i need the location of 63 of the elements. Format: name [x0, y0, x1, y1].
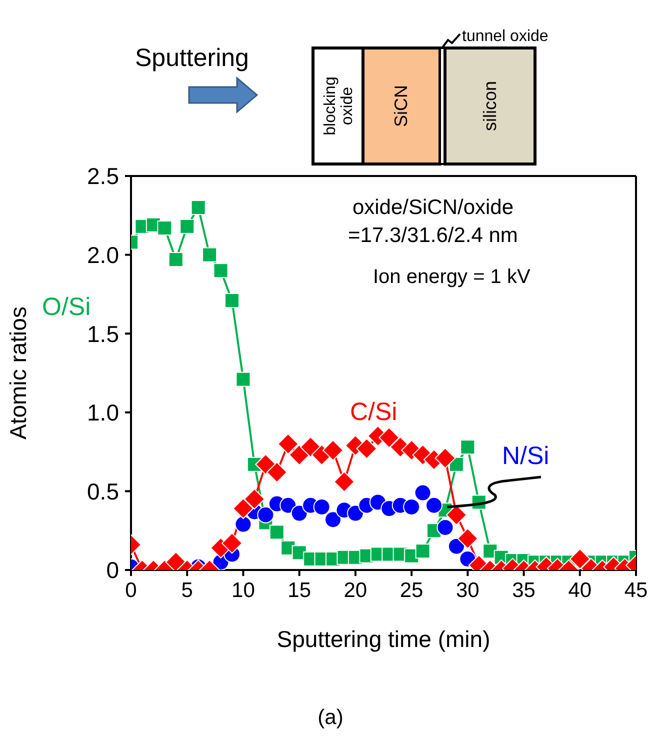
x-tick-label: 15 [288, 578, 312, 602]
point [322, 440, 344, 461]
y-tick-label: 0.5 [87, 478, 119, 504]
text: Sputtering [135, 44, 249, 73]
point [244, 488, 265, 510]
point [234, 516, 252, 533]
point [266, 462, 288, 483]
point [232, 498, 254, 520]
text: (a) [316, 706, 344, 730]
point [426, 496, 442, 514]
point [180, 218, 195, 234]
y-tick-label: 1.5 [87, 320, 119, 347]
x-tick-label: 40 [568, 578, 592, 602]
point [202, 247, 218, 262]
x-tick-label: 20 [344, 578, 368, 602]
point [356, 438, 378, 460]
point [324, 511, 342, 528]
point [224, 293, 240, 308]
point [460, 440, 476, 455]
point [168, 252, 184, 268]
point [236, 372, 251, 387]
x-tick-label: 30 [456, 578, 480, 602]
x-tick-label: 45 [624, 578, 648, 602]
y-tick-label: 2.0 [87, 242, 119, 268]
y-tick-label: 2.5 [87, 163, 119, 190]
point [290, 504, 308, 522]
point [190, 200, 206, 216]
x-tick-label: 35 [512, 578, 536, 602]
point [334, 471, 355, 492]
point [213, 263, 228, 278]
x-axis-title: Sputtering time (min) [276, 626, 490, 652]
point [414, 484, 432, 502]
y-tick-label: 1.0 [87, 400, 119, 426]
x-tick-label: 0 [125, 578, 137, 602]
point [157, 220, 172, 236]
x-tick-label: 25 [400, 578, 424, 602]
point [257, 506, 274, 524]
layer-stack-diagram: blocking oxide SiCN silicon tunnel oxide [298, 16, 608, 168]
point [313, 498, 330, 516]
annotation: Ion energy = 1 kV [373, 266, 530, 289]
point [222, 532, 242, 554]
x-tick-label: 10 [232, 578, 255, 602]
point [280, 496, 297, 514]
annotation: oxide/SiCN/oxide =17.3/31.6/2.4 nm [347, 195, 519, 249]
point [269, 524, 284, 540]
text: N/Si [502, 442, 550, 471]
point [403, 498, 420, 516]
x-tick-label: 5 [181, 578, 193, 602]
point [446, 504, 467, 526]
point [569, 548, 590, 570]
point [436, 518, 454, 536]
point [278, 433, 299, 454]
series-label: C/Si [350, 398, 398, 427]
text: O/Si [42, 293, 91, 322]
point [415, 544, 430, 559]
point [346, 504, 364, 522]
point [448, 538, 465, 555]
y-tick-label: 0 [106, 557, 119, 584]
y-axis-title: Atomic ratios [5, 306, 32, 440]
point [378, 427, 400, 448]
point [300, 436, 322, 458]
point [457, 528, 478, 549]
point [434, 448, 456, 469]
